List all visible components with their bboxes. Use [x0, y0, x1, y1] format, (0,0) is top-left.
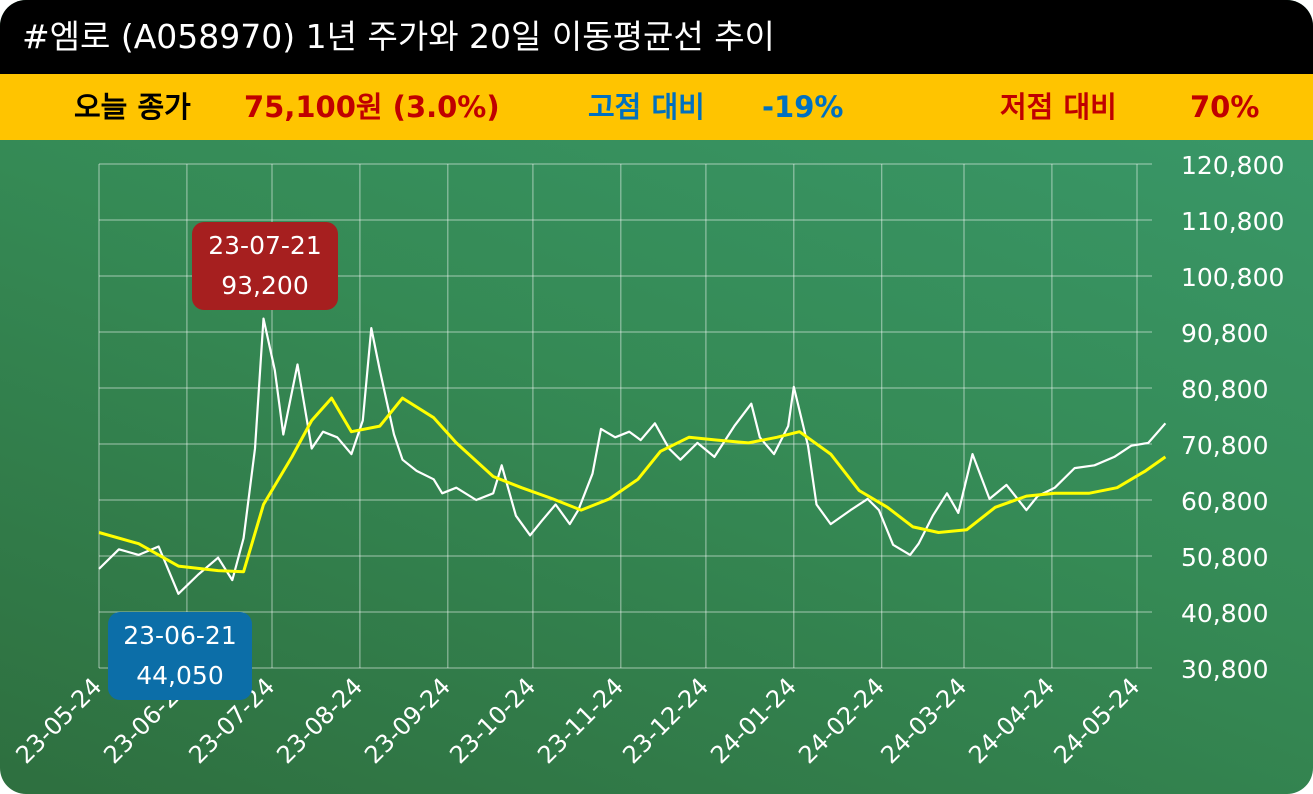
y-tick-label: 40,800 — [1181, 599, 1268, 628]
x-tick-label: 23-05-24 — [10, 672, 107, 769]
ma20-line — [98, 396, 1167, 574]
low-annotation-date: 23-06-21 — [123, 621, 237, 650]
x-tick-label: 24-05-24 — [1048, 672, 1145, 769]
y-tick-label: 100,800 — [1181, 263, 1284, 292]
y-tick-label: 70,800 — [1181, 431, 1268, 460]
x-tick-label: 23-12-24 — [617, 672, 714, 769]
x-tick-label: 24-01-24 — [705, 672, 802, 769]
x-tick-label: 24-03-24 — [875, 672, 972, 769]
x-tick-label: 23-08-24 — [271, 672, 368, 769]
y-tick-label: 50,800 — [1181, 543, 1268, 572]
x-tick-label: 24-04-24 — [963, 672, 1060, 769]
y-tick-label: 30,800 — [1181, 655, 1268, 684]
low-compare-label: 저점 대비 — [1000, 90, 1117, 124]
y-tick-label: 110,800 — [1181, 207, 1284, 236]
y-tick-label: 60,800 — [1181, 487, 1268, 516]
summary-bar: 오늘 종가 75,100원 (3.0%) 고점 대비 -19% 저점 대비 70… — [0, 74, 1313, 140]
high-annotation-date: 23-07-21 — [208, 231, 322, 260]
low-compare-value: 70% — [1190, 90, 1260, 124]
y-tick-label: 90,800 — [1181, 319, 1268, 348]
x-tick-label: 23-11-24 — [532, 672, 629, 769]
x-tick-label: 23-10-24 — [444, 672, 541, 769]
y-tick-label: 80,800 — [1181, 375, 1268, 404]
low-annotation: 23-06-21 44,050 — [108, 612, 252, 700]
close-value: 75,100원 (3.0%) — [244, 90, 500, 124]
series-lines — [98, 317, 1167, 595]
y-tick-label: 120,800 — [1181, 151, 1284, 180]
x-tick-label: 24-02-24 — [793, 672, 890, 769]
high-annotation: 23-07-21 93,200 — [192, 222, 338, 310]
high-annotation-value: 93,200 — [221, 271, 309, 300]
price-line — [98, 317, 1167, 595]
close-label: 오늘 종가 — [74, 90, 191, 124]
x-tick-label: 23-09-24 — [359, 672, 456, 769]
y-axis-ticks: 120,800 110,800 100,800 90,800 80,800 70,800 6… — [1181, 151, 1284, 684]
chart-title: #엠로 (A058970) 1년 주가와 20일 이동평균선 추이 — [0, 0, 1313, 74]
high-compare-label: 고점 대비 — [588, 90, 705, 124]
high-compare-value: -19% — [762, 90, 844, 124]
low-annotation-value: 44,050 — [136, 661, 224, 690]
grid — [98, 163, 1152, 669]
